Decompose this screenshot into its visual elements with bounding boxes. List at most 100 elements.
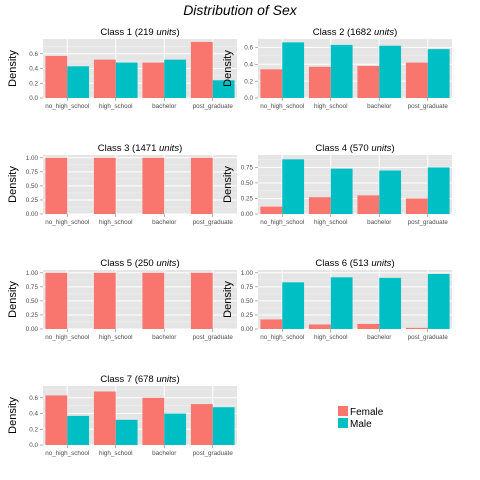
bar-female-post_graduate xyxy=(405,62,428,98)
y-tick-label: 0.50 xyxy=(26,183,39,190)
y-tick-label: 0.00 xyxy=(241,326,254,333)
bar-female-bachelor xyxy=(142,272,165,329)
panel-title-part: Class 2 (1682 xyxy=(313,27,374,38)
bar-male-no_high_school xyxy=(282,159,305,214)
panel-title-part: ) xyxy=(391,143,394,154)
x-tick-label: no_high_school xyxy=(260,219,304,226)
panel-title-part: ) xyxy=(176,27,179,38)
bar-female-post_graduate xyxy=(190,157,213,214)
panel-title: Class 1 (219 units) xyxy=(100,27,179,38)
panel-class-2: 0.0 0.2 0.4 0.6 no_high_school high_school bac… xyxy=(222,27,452,110)
panel-title-part: ) xyxy=(179,143,182,154)
bar-female-high_school xyxy=(93,391,116,445)
legend-swatch-female xyxy=(338,406,348,416)
y-tick-label: 0.0 xyxy=(244,95,253,102)
bar-female-high_school xyxy=(308,66,331,98)
bar-female-no_high_school xyxy=(260,319,283,329)
x-tick-label: no_high_school xyxy=(45,103,89,110)
x-tick-label: post_graduate xyxy=(193,219,234,226)
y-axis-label: Density xyxy=(222,281,234,318)
y-tick-label: 0.00 xyxy=(241,211,254,218)
bar-male-post_graduate xyxy=(427,273,450,329)
panel-title-unit: units xyxy=(371,143,391,154)
y-tick-label: 0.0 xyxy=(29,442,38,449)
bar-female-post_graduate xyxy=(190,404,213,445)
x-tick-label: bachelor xyxy=(152,334,176,341)
y-tick-label: 0.4 xyxy=(29,411,38,418)
y-tick-label: 0.25 xyxy=(241,196,254,203)
x-tick-label: post_graduate xyxy=(408,103,449,110)
y-tick-label: 0.6 xyxy=(244,45,253,52)
bar-male-post_graduate xyxy=(212,80,235,98)
bar-male-no_high_school xyxy=(67,415,90,445)
y-tick-label: 0.00 xyxy=(26,326,39,333)
bar-female-high_school xyxy=(308,197,331,214)
chart-panels: 0.00.20.40.6no_high_school high_school bac… xyxy=(7,27,452,457)
x-tick-label: no_high_school xyxy=(260,103,304,110)
bar-female-post_graduate xyxy=(405,198,428,214)
bar-female-high_school xyxy=(93,59,116,98)
y-tick-label: 1.00 xyxy=(26,270,39,277)
bar-female-post_graduate xyxy=(405,327,428,329)
y-axis-label: Density xyxy=(222,50,234,87)
x-tick-label: no_high_school xyxy=(45,219,89,226)
bar-female-post_graduate xyxy=(190,41,213,98)
panel-title-unit: units xyxy=(156,27,176,38)
x-tick-label: post_graduate xyxy=(193,450,234,457)
bar-male-post_graduate xyxy=(427,167,450,214)
bar-female-high_school xyxy=(93,157,116,214)
y-tick-label: 0.75 xyxy=(26,284,39,291)
bar-female-high_school xyxy=(93,272,116,329)
y-tick-label: 0.75 xyxy=(241,165,254,172)
y-axis-label: Density xyxy=(7,397,19,434)
panel-title: Class 3 (1471 units) xyxy=(98,143,183,154)
panel-title: Class 7 (678 units) xyxy=(100,374,179,385)
panel-title-unit: units xyxy=(156,374,176,385)
x-tick-label: no_high_school xyxy=(45,450,89,457)
y-tick-label: 0.6 xyxy=(29,51,38,58)
bar-male-no_high_school xyxy=(282,282,305,329)
bar-male-bachelor xyxy=(379,170,402,214)
y-tick-label: 0.25 xyxy=(26,197,39,204)
y-tick-label: 0.2 xyxy=(244,78,253,85)
legend-label-female: Female xyxy=(350,407,384,418)
y-axis-label: Density xyxy=(7,166,19,203)
y-axis-label: Density xyxy=(7,281,19,318)
bar-female-no_high_school xyxy=(45,55,68,98)
bar-male-high_school xyxy=(330,277,353,329)
bar-male-high_school xyxy=(330,44,353,98)
y-tick-label: 0.50 xyxy=(241,298,254,305)
bar-male-bachelor xyxy=(379,45,402,98)
bar-female-no_high_school xyxy=(260,206,283,214)
bar-female-no_high_school xyxy=(45,157,68,214)
panel-title: Class 5 (250 units) xyxy=(100,258,179,269)
x-tick-label: bachelor xyxy=(152,103,176,110)
bar-female-no_high_school xyxy=(45,395,68,445)
panel-class-4: 0.00 0.25 0.50 0.75 no_high_school high_schoo… xyxy=(222,143,452,226)
y-tick-label: 0.25 xyxy=(26,312,39,319)
x-tick-label: high_school xyxy=(99,103,133,110)
bar-male-high_school xyxy=(330,168,353,214)
y-tick-label: 1.00 xyxy=(26,155,39,162)
x-tick-label: bachelor xyxy=(367,103,391,110)
bar-female-no_high_school xyxy=(260,69,283,98)
y-tick-label: 0.25 xyxy=(241,312,254,319)
panel-title: Class 6 (513 units) xyxy=(315,258,394,269)
bar-male-no_high_school xyxy=(67,66,90,98)
y-tick-label: 0.00 xyxy=(26,211,39,218)
bar-male-post_graduate xyxy=(427,49,450,98)
x-tick-label: post_graduate xyxy=(408,334,449,341)
bar-female-bachelor xyxy=(357,323,380,329)
y-tick-label: 0.75 xyxy=(241,284,254,291)
bar-female-bachelor xyxy=(357,65,380,98)
y-tick-label: 0.4 xyxy=(244,61,253,68)
x-tick-label: post_graduate xyxy=(408,219,449,226)
panel-title-part: Class 5 (250 xyxy=(100,258,156,269)
panel-title-part: Class 3 (1471 xyxy=(98,143,159,154)
x-tick-label: high_school xyxy=(314,219,348,226)
panel-class-6: 0.00 0.25 0.50 0.75 1.00 no_high_school high_s… xyxy=(222,258,452,341)
y-tick-label: 0.50 xyxy=(241,180,254,187)
x-tick-label: high_school xyxy=(99,334,133,341)
panel-title-unit: units xyxy=(156,258,176,269)
y-tick-label: 0.75 xyxy=(26,169,39,176)
